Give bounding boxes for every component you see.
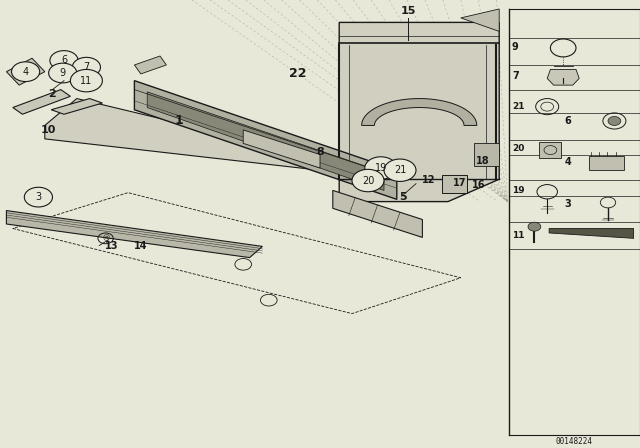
Text: 11: 11 [80,76,93,86]
Text: 9: 9 [512,42,519,52]
Text: 20: 20 [362,176,374,185]
Polygon shape [134,56,166,74]
Polygon shape [442,175,467,193]
Text: 5: 5 [399,192,407,202]
Text: 1: 1 [175,114,184,128]
Polygon shape [6,211,262,258]
Polygon shape [547,69,579,85]
Polygon shape [339,22,499,202]
Text: 6: 6 [564,116,572,126]
Text: @: @ [103,235,109,241]
Polygon shape [147,92,384,190]
Text: 20: 20 [512,144,524,153]
Text: 00148224: 00148224 [556,437,593,446]
Polygon shape [243,130,320,168]
Text: 2: 2 [49,89,56,99]
Circle shape [365,157,397,179]
Text: 13: 13 [105,241,118,250]
Circle shape [49,63,77,83]
Text: 7: 7 [512,71,519,81]
Polygon shape [461,9,499,31]
Polygon shape [6,58,45,85]
Circle shape [528,222,541,231]
Text: 4: 4 [22,67,29,77]
Text: 10: 10 [40,125,56,135]
Polygon shape [13,90,70,114]
Polygon shape [549,228,634,238]
Polygon shape [333,190,422,237]
Text: 4: 4 [564,157,572,167]
Circle shape [12,62,40,82]
Text: 15: 15 [401,6,416,16]
Circle shape [608,116,621,125]
Circle shape [72,57,100,77]
Text: 6: 6 [61,56,67,65]
Text: 9: 9 [60,68,66,78]
Text: 19: 19 [374,163,387,173]
Polygon shape [51,99,102,114]
Polygon shape [474,143,499,166]
Text: 17: 17 [452,178,467,188]
Text: 3: 3 [35,192,42,202]
Text: 22: 22 [289,67,307,81]
Text: 16: 16 [472,181,486,190]
Bar [589,156,624,170]
Circle shape [50,51,78,70]
Text: 21: 21 [512,102,525,111]
Text: 19: 19 [512,186,525,195]
Text: 12: 12 [422,175,436,185]
Bar [539,142,561,158]
Circle shape [24,187,52,207]
Text: 14: 14 [134,241,148,250]
Polygon shape [134,81,397,199]
Polygon shape [45,99,358,179]
Text: 3: 3 [564,199,572,209]
Text: 21: 21 [394,165,406,175]
Text: 7: 7 [83,62,90,72]
Circle shape [352,169,384,192]
Text: 18: 18 [476,156,490,166]
Circle shape [384,159,416,181]
Circle shape [70,69,102,92]
Polygon shape [362,99,477,125]
Text: 8: 8 [316,147,324,157]
Text: 11: 11 [512,231,525,240]
